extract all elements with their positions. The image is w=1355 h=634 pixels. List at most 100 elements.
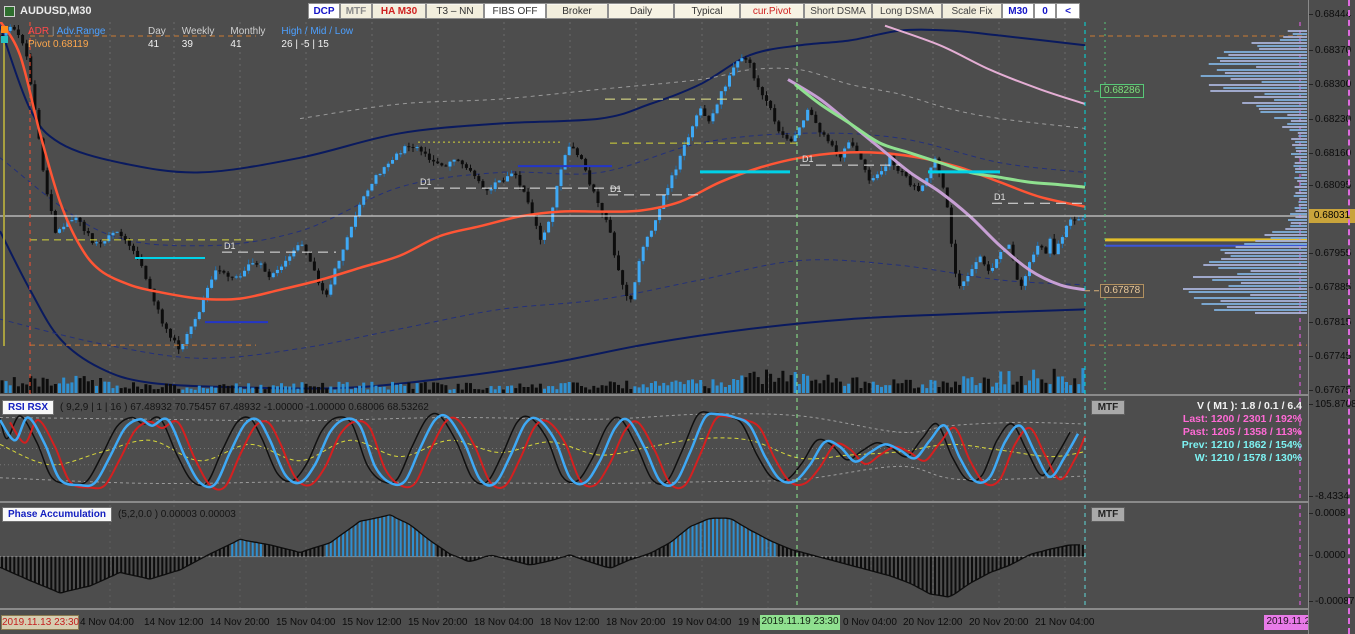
phase-params: (5,2,0.0 ) 0.00003 0.00003 [118,509,236,520]
adr-info-panel: ADR | Adv.Range Pivot 0.68119 Day 41 Weekl… [28,25,369,51]
d1-label: D1 [802,154,814,164]
phase-indicator-panel[interactable]: Phase Accumulation (5,2,0.0 ) 0.00003 0.… [0,505,1308,610]
main-chart-panel[interactable]: D1 D1 D1 D1 D1 ADR | Adv.Range Pivot 0.68119… [0,22,1308,396]
price-tick-label: 0.68444 [1308,9,1352,20]
adr-label: ADR [28,26,50,37]
pivot-value: Pivot 0.68119 [28,39,89,50]
ma-bands-layer [0,25,1086,390]
toolbar-button-0[interactable]: 0 [1034,3,1056,19]
right-edge-marker-line [1348,0,1350,634]
toolbar-button-t3-nn[interactable]: T3 – NN [426,3,484,19]
adv-range-label: Adv.Range [56,26,106,37]
price-tick-label: 0.67885 [1308,282,1352,294]
d1-label: D1 [994,192,1006,202]
time-gridlines [109,22,1066,394]
volume-info-panel: V ( M1 ): 1.8 / 0.1 / 6.4 Last: 1200 / 23… [1182,400,1302,465]
toolbar-button-daily[interactable]: Daily [608,3,674,19]
rsi-indicator-panel[interactable]: RSI RSX ( 9,2,9 | 1 | 16 ) 67.48932 70.7… [0,398,1308,503]
toolbar-button-scale-fix[interactable]: Scale Fix [942,3,1002,19]
time-highlight-label: 2019.11.22 14:30 [1264,615,1308,630]
adr-columns: Day 41 Weekly 39 Monthly 41 High / Mid / Low 26… [148,25,369,51]
toolbar-button-ha-m30[interactable]: HA M30 [372,3,426,19]
phase-outline [0,514,1081,598]
price-level-marker: 0.67878 [1100,283,1145,298]
toolbar-button-dcp[interactable]: DCP [308,3,340,19]
phase-plot [0,505,1301,608]
volume-info-line: Past: 1205 / 1358 / 113% [1182,426,1302,438]
price-tick-label: 0.68160 [1308,147,1352,159]
time-highlight-label: 2019.11.13 23:30 [1,615,80,630]
time-label: 14 Nov 20:00 [210,617,270,628]
phase-histogram-layer [1,515,1084,597]
price-tick-label: 0.67815 [1308,316,1352,328]
toolbar-button-broker[interactable]: Broker [546,3,608,19]
phase-title-button[interactable]: Phase Accumulation [2,507,112,522]
volume-info-line: W: 1210 / 1578 / 130% [1194,452,1302,464]
volume-info-line: V ( M1 ): 1.8 / 0.1 / 6.4 [1196,400,1302,412]
indicator-scale-label: 0.0008 [1309,508,1346,519]
current-price-badge: 0.68031 [1309,208,1355,223]
price-tick-label: 0.68370 [1308,45,1352,57]
adr-column: Weekly 39 [181,26,215,50]
inner-band-lower [0,259,1086,359]
rsi-mtf-button[interactable]: MTF [1091,400,1125,415]
toolbar-button-m30[interactable]: M30 [1002,3,1034,19]
volume-profile-layer [1183,30,1307,314]
adr-column: High / Mid / Low 26 | -5 | 15 [281,26,354,50]
toolbar-button-fibs-off[interactable]: FIBS OFF [484,3,546,19]
toolbar-button-long-dsma[interactable]: Long DSMA [872,3,942,19]
rsx-main [0,412,1080,489]
time-label: 18 Nov 04:00 [474,617,534,628]
rsi-title-button[interactable]: RSI RSX [2,400,55,415]
indicator-scale-label: 105.87088 [1308,399,1355,410]
time-label: 19 Nov 04:00 [672,617,732,628]
volume-layer [0,368,1085,393]
price-tick-label: 0.67675 [1308,385,1352,397]
time-label: 18 Nov 20:00 [606,617,666,628]
adr-column: Day 41 [148,26,166,50]
left-indicator-mark [1,36,8,43]
ma-layer [0,22,1086,301]
rsi-params: ( 9,2,9 | 1 | 16 ) 67.48932 70.75457 67.… [60,402,429,413]
toolbar-button--[interactable]: < [1056,3,1080,19]
d1-label: D1 [610,184,622,194]
d1-label: D1 [420,177,432,187]
volume-info-line: Last: 1200 / 2301 / 192% [1182,413,1302,425]
band-top [0,413,1086,433]
price-tick-label: 0.67955 [1308,248,1352,260]
price-scale[interactable]: 0.68444 0.68370 0.68300 0.68230 0.68160 0.680… [1308,0,1355,634]
time-axis[interactable]: 2019.11.13 23:30 4 Nov 04:00 14 Nov 12:00 1… [0,612,1308,634]
left-indicator-mark [1,26,8,33]
time-label: 15 Nov 20:00 [408,617,468,628]
indicator-scale-label: 0.0000 [1309,550,1346,561]
time-label: 20 Nov 12:00 [903,617,963,628]
time-label: 15 Nov 04:00 [276,617,336,628]
time-label: 0 Nov 04:00 [843,617,897,628]
price-tick-label: 0.68095 [1308,179,1352,191]
time-label: 15 Nov 12:00 [342,617,402,628]
toolbar: AUDUSD,M30 DCP MTF HA M30 T3 – NN FIBS OFF Br… [0,0,1355,22]
volume-info-line: Prev: 1210 / 1862 / 154% [1181,439,1302,451]
toolbar-button-cur-pivot[interactable]: cur.Pivot [740,3,804,19]
phase-header: Phase Accumulation (5,2,0.0 ) 0.00003 0.… [2,507,236,522]
toolbar-button-short-dsma[interactable]: Short DSMA [804,3,872,19]
time-label: 18 Nov 12:00 [540,617,600,628]
time-label: 21 Nov 04:00 [1035,617,1095,628]
phase-mtf-button[interactable]: MTF [1091,507,1125,522]
adr-col-main: ADR | Adv.Range Pivot 0.68119 [28,25,148,51]
pink-upper [884,24,1086,105]
tma-orange [0,22,1086,301]
indicator-scale-label: -8.4334 [1309,491,1349,502]
toolbar-button-mtf[interactable]: MTF [340,3,372,19]
inner-band-upper [0,132,1086,247]
toolbar-button-typical[interactable]: Typical [674,3,740,19]
outer-band-lower [0,230,1086,390]
rsi-plot [0,398,1301,501]
price-level-marker: 0.68286 [1100,84,1145,99]
price-chart: D1 D1 D1 D1 D1 [0,22,1307,394]
adr-column: Monthly 41 [230,26,266,50]
chart-title-text: AUDUSD,M30 [20,5,92,17]
rsi-header: RSI RSX ( 9,2,9 | 1 | 16 ) 67.48932 70.7… [2,400,429,415]
chart-icon [4,5,15,17]
